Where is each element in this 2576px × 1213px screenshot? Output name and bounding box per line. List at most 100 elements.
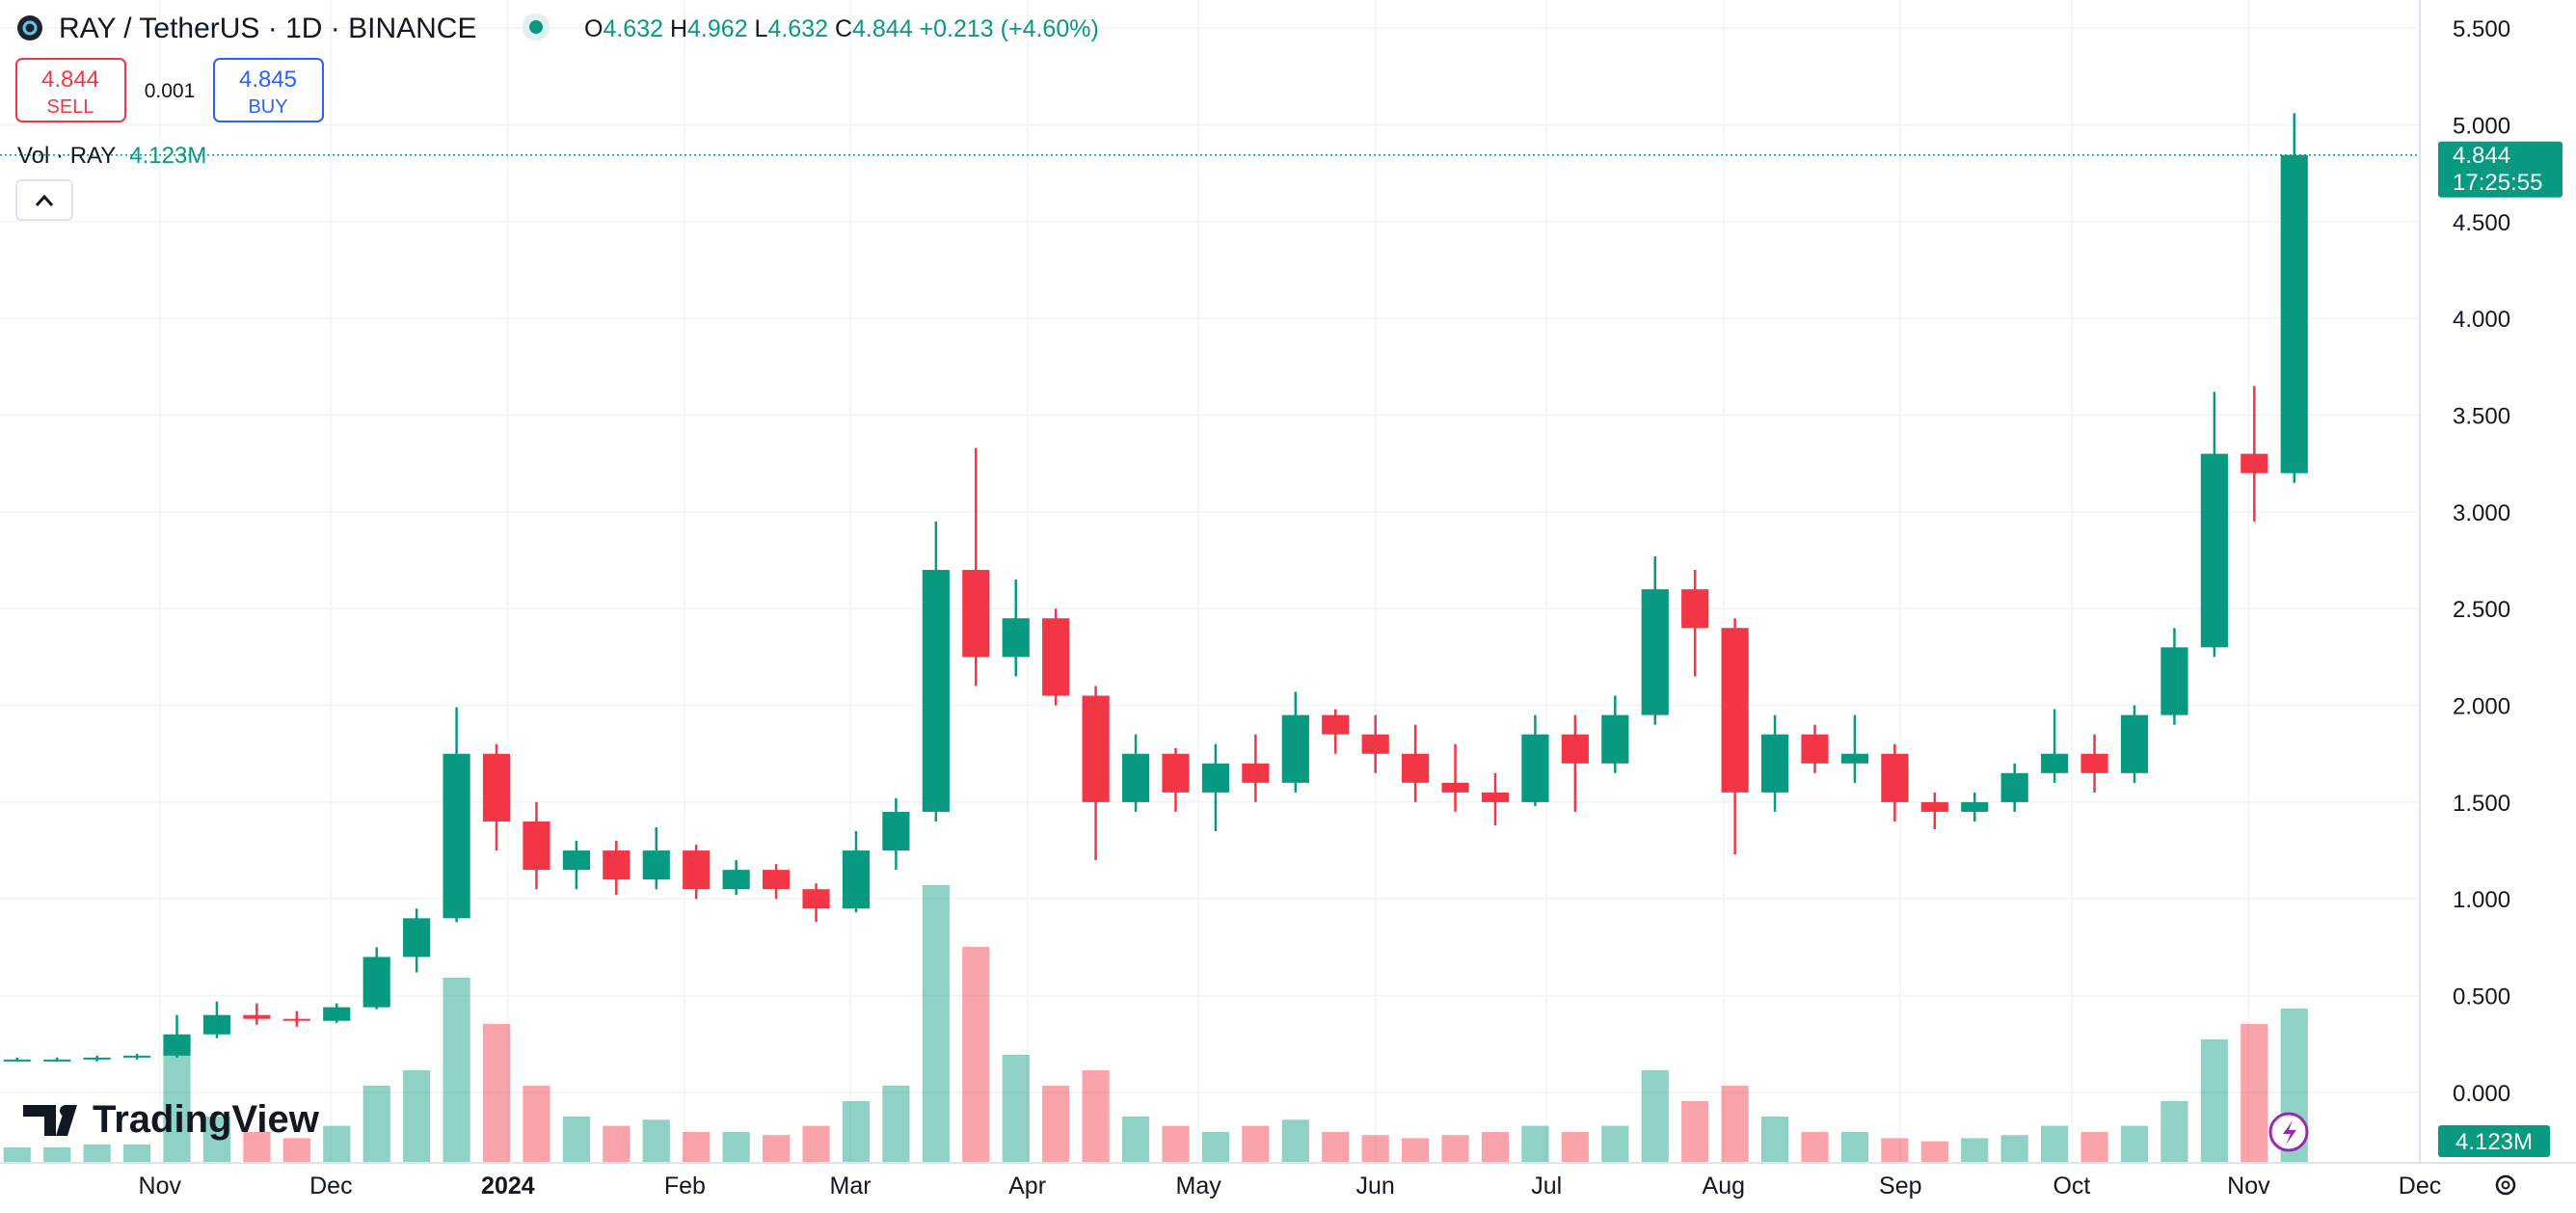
- volume-bar: [1641, 1070, 1669, 1163]
- candle-body: [1121, 753, 1150, 802]
- x-tick-label: Sep: [1879, 1173, 1921, 1200]
- volume-bar: [1481, 1132, 1510, 1163]
- volume-bar: [2160, 1101, 2188, 1163]
- volume-bar: [1601, 1125, 1629, 1163]
- collapse-button[interactable]: [15, 179, 73, 221]
- candle-body: [1441, 782, 1469, 793]
- buy-button[interactable]: [213, 58, 324, 122]
- y-tick-label: 5.000: [2453, 113, 2510, 139]
- label: Vol · RAY: [17, 143, 116, 169]
- candle-body: [922, 570, 950, 812]
- market-status[interactable]: [529, 20, 543, 34]
- watermark-logo-dot: [60, 1105, 71, 1117]
- volume-bar: [2041, 1125, 2069, 1163]
- candle-body: [1801, 734, 1829, 764]
- candle-body: [763, 870, 791, 890]
- candle-body: [1361, 734, 1389, 754]
- volume-badge-value: 4.123M: [2455, 1129, 2533, 1155]
- volume-bar: [443, 978, 470, 1163]
- candle-body: [1961, 801, 1989, 812]
- candle-body: [122, 1055, 151, 1058]
- y-tick-label: 0.500: [2453, 984, 2510, 1011]
- volume-bar: [482, 1024, 511, 1163]
- candle-body: [1402, 753, 1430, 783]
- candle-body: [1281, 714, 1309, 783]
- volume-bar: [523, 1086, 550, 1163]
- volume-bar: [1281, 1119, 1309, 1163]
- candle-layer: [0, 113, 2420, 1062]
- x-tick-label: Dec: [2399, 1173, 2441, 1200]
- price-badge-value: 4.844: [2453, 143, 2510, 169]
- candle-body: [202, 1014, 231, 1035]
- x-tick-label: Jun: [1356, 1173, 1395, 1200]
- candle-body: [1242, 763, 1270, 783]
- countdown: 17:25:55: [2453, 170, 2542, 196]
- y-tick-label: 3.000: [2453, 500, 2510, 526]
- volume-bar: [1801, 1132, 1829, 1163]
- settings-icon: [2501, 1180, 2510, 1190]
- y-tick-label: 3.500: [2453, 403, 2510, 429]
- candle-body: [83, 1057, 111, 1060]
- buy-price: 4.845: [239, 67, 297, 93]
- y-tick-label: 0.000: [2453, 1081, 2510, 1107]
- spread: 0.001: [145, 80, 196, 102]
- candle-body: [1760, 734, 1789, 793]
- volume-bar: [763, 1135, 791, 1163]
- y-tick-label: 4.500: [2453, 210, 2510, 236]
- volume-bar: [603, 1125, 631, 1163]
- sell-label: SELL: [47, 96, 94, 118]
- volume-bar: [243, 1132, 271, 1163]
- volume-bar: [2080, 1132, 2108, 1163]
- label: O: [584, 15, 603, 42]
- candle-body: [2041, 753, 2069, 773]
- sell-price: 4.844: [41, 67, 99, 93]
- x-tick-label: Mar: [830, 1173, 872, 1200]
- candle-body: [1201, 763, 1230, 793]
- candle-body: [282, 1018, 310, 1021]
- volume-bar: [3, 1147, 31, 1163]
- candle-body: [1721, 628, 1749, 793]
- sell-button[interactable]: [15, 58, 126, 122]
- candle-body: [1561, 734, 1589, 764]
- candle-body: [323, 1007, 351, 1021]
- symbol-logo[interactable]: [17, 15, 42, 40]
- x-tick-label: Dec: [309, 1173, 352, 1200]
- candle-body: [562, 850, 590, 871]
- volume-bar: [163, 1039, 191, 1163]
- candle-body: [163, 1034, 191, 1056]
- y-tick-label: 2.000: [2453, 694, 2510, 720]
- volume-bar: [83, 1144, 111, 1163]
- label: L: [755, 15, 768, 42]
- volume-bar: [1721, 1086, 1749, 1163]
- volume-bar: [1760, 1117, 1789, 1163]
- watermark: TradingView: [93, 1098, 320, 1141]
- candle-body: [962, 570, 990, 658]
- settings-button[interactable]: [2495, 1174, 2516, 1196]
- candle-body: [1641, 589, 1669, 715]
- candle-body: [523, 821, 550, 871]
- volume-bar: [642, 1119, 670, 1163]
- candle-body: [443, 753, 470, 919]
- candle-body: [2120, 714, 2149, 773]
- volume-bar: [1402, 1138, 1430, 1163]
- volume-bar: [1082, 1070, 1110, 1163]
- candle-body: [2200, 453, 2228, 648]
- candle-body: [1521, 734, 1549, 802]
- change: +0.213 (+4.60%): [920, 15, 1099, 42]
- volume-bar: [1961, 1138, 1989, 1163]
- volume-bar: [1441, 1135, 1469, 1163]
- ohlc-legend: O4.632 H4.962 L4.632 C4.844 +0.213 (+4.6…: [584, 15, 1099, 42]
- volume-bar: [802, 1125, 830, 1163]
- x-tick-label: Oct: [2053, 1173, 2090, 1200]
- y-tick-label: 4.000: [2453, 307, 2510, 333]
- buy-label: BUY: [248, 96, 287, 118]
- volume-bar: [842, 1101, 871, 1163]
- volume-bar: [922, 885, 950, 1163]
- value: 4.844: [852, 15, 913, 42]
- candle-body: [3, 1059, 31, 1062]
- x-tick-label: Nov: [139, 1173, 182, 1200]
- symbol-title[interactable]: RAY / TetherUS · 1D · BINANCE: [59, 13, 476, 44]
- volume-bar: [1322, 1132, 1350, 1163]
- y-tick-label: 1.500: [2453, 791, 2510, 817]
- x-tick-label: May: [1176, 1173, 1222, 1200]
